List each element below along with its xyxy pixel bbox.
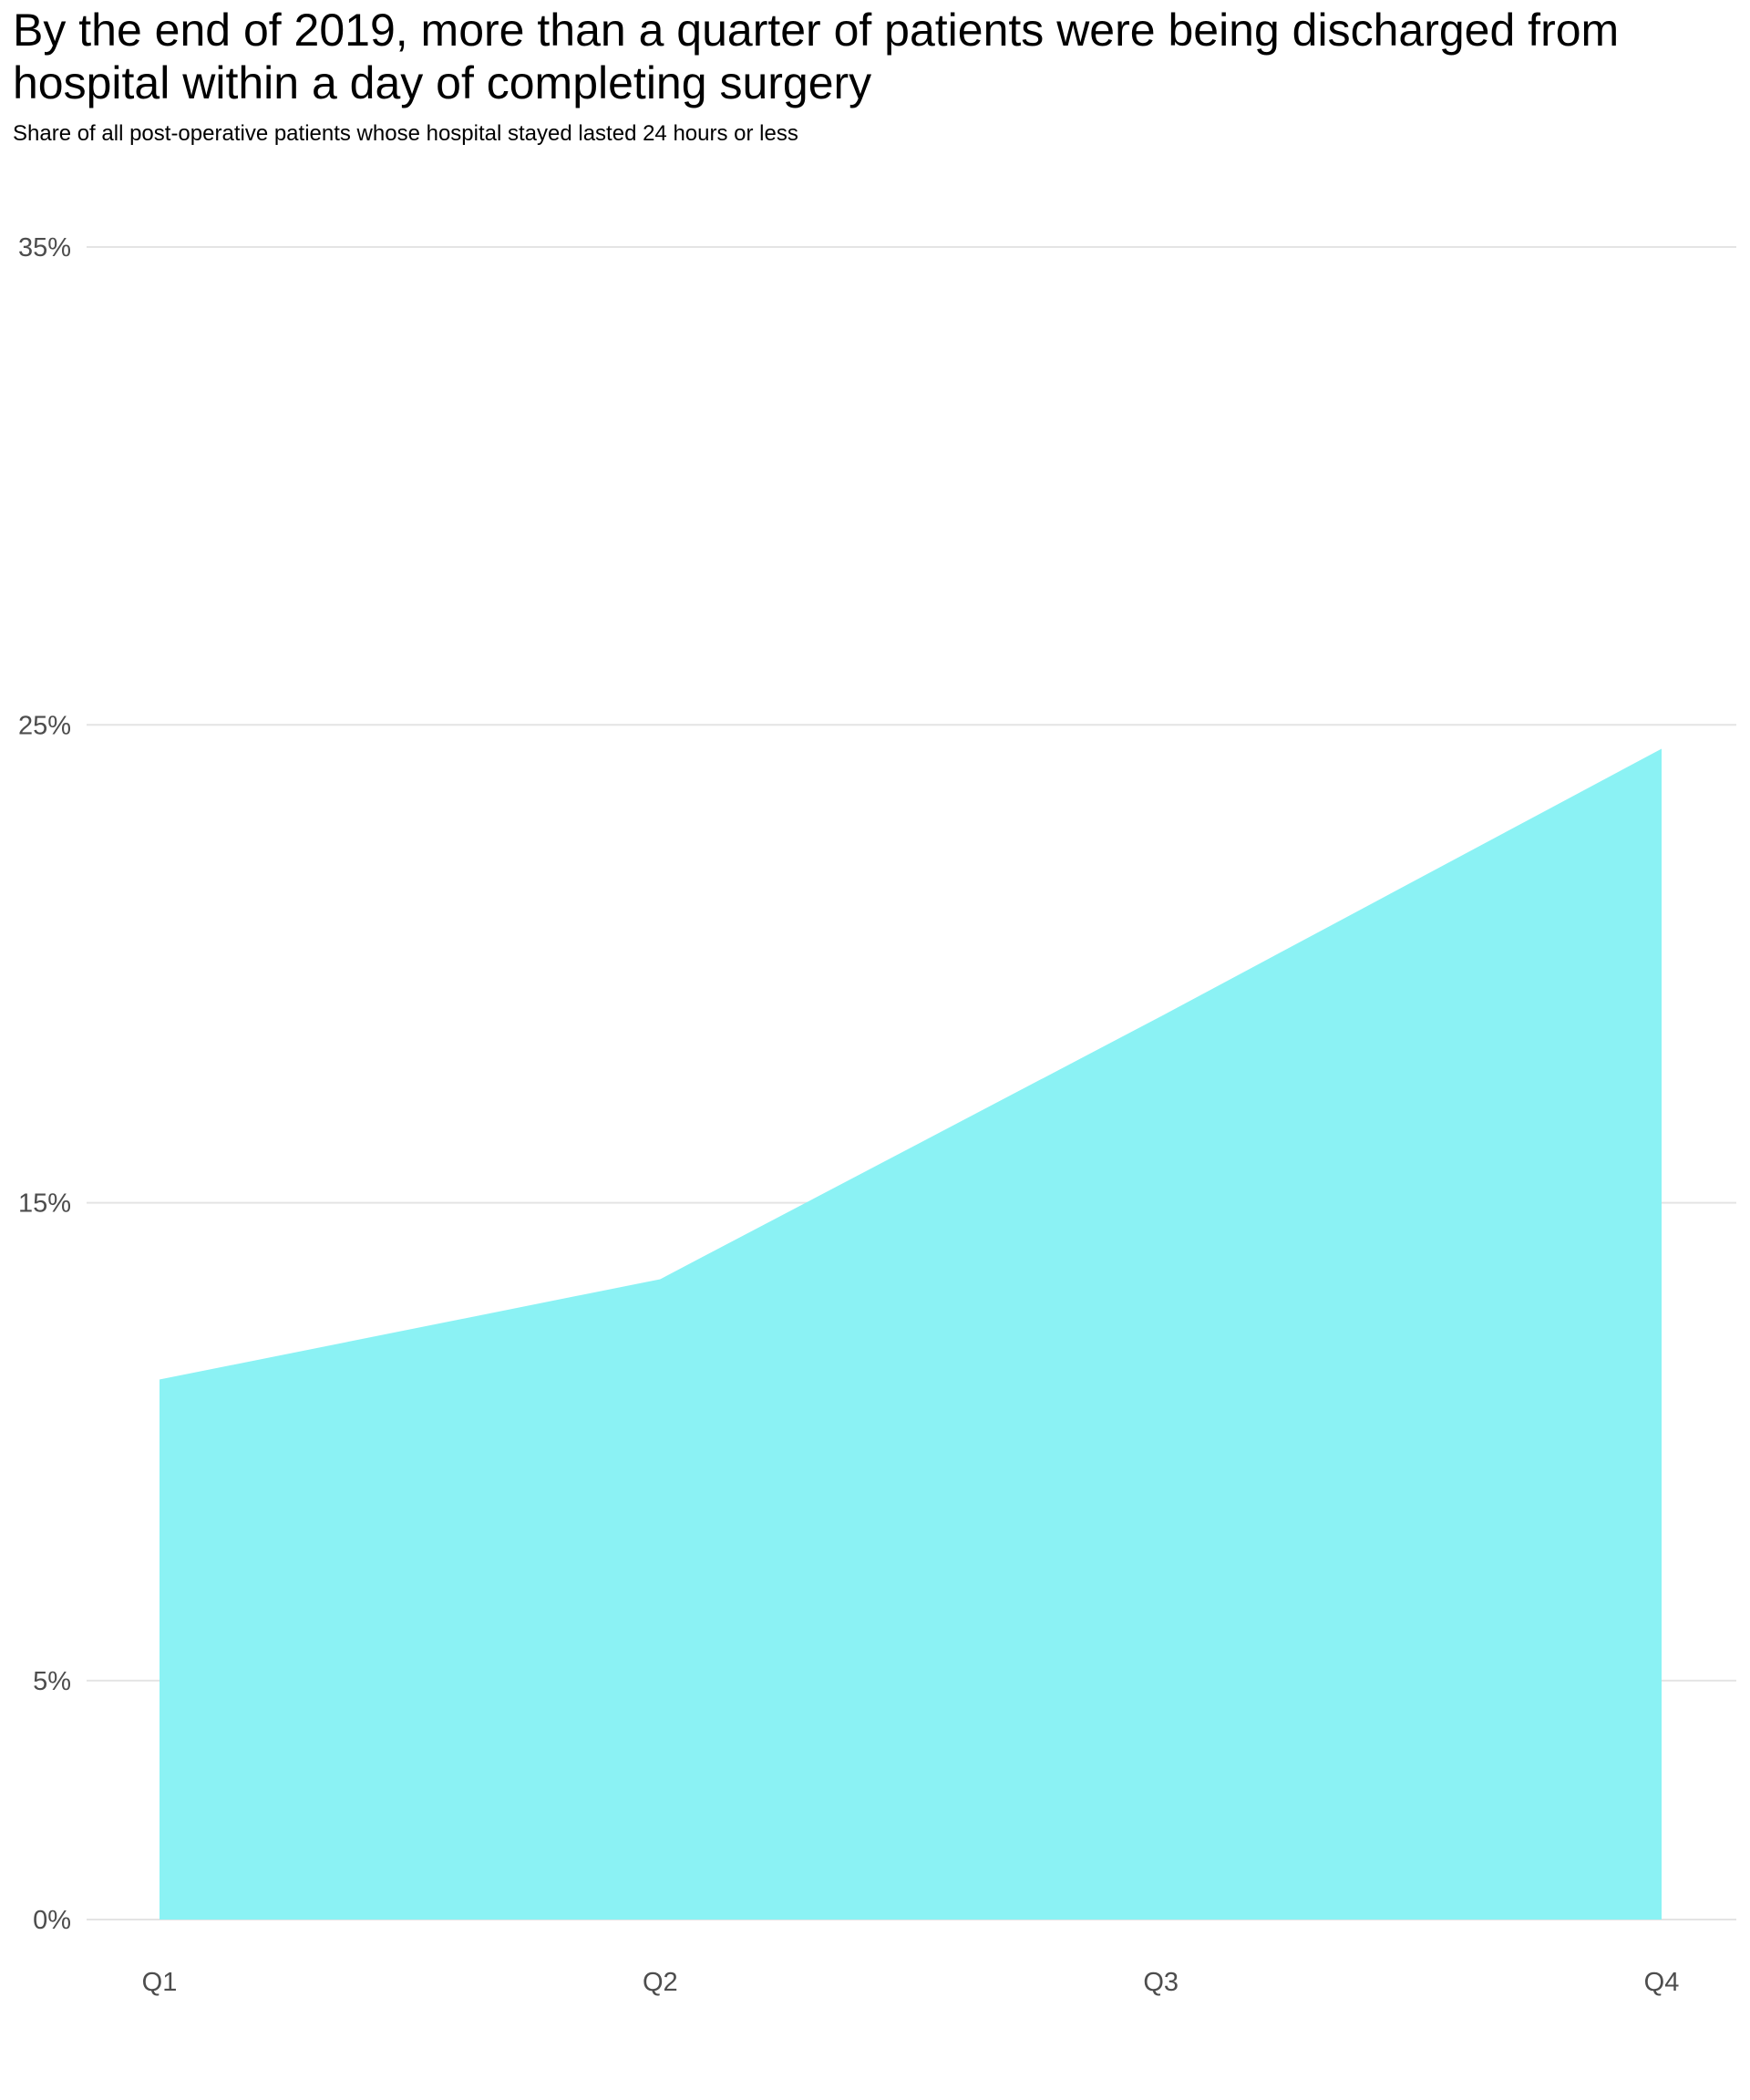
y-tick-label: 25%: [18, 711, 71, 740]
x-tick-label: Q4: [1644, 1968, 1680, 1997]
x-axis-ticks: Q1 Q2 Q3 Q4: [142, 1968, 1680, 1997]
chart-title: By the end of 2019, more than a quarter …: [13, 5, 1620, 108]
x-tick-label: Q3: [1143, 1968, 1179, 1997]
y-tick-label: 0%: [33, 1906, 71, 1935]
y-axis-ticks: 0% 5% 15% 25% 35%: [18, 233, 71, 1935]
x-tick-label: Q2: [643, 1968, 678, 1997]
chart-subtitle: Share of all post-operative patients who…: [13, 121, 798, 146]
x-tick-label: Q1: [142, 1968, 178, 1997]
area-series: [160, 748, 1662, 1920]
area-fill: [160, 748, 1662, 1920]
y-tick-label: 35%: [18, 233, 71, 262]
y-tick-label: 5%: [33, 1667, 71, 1696]
y-tick-label: 15%: [18, 1189, 71, 1219]
